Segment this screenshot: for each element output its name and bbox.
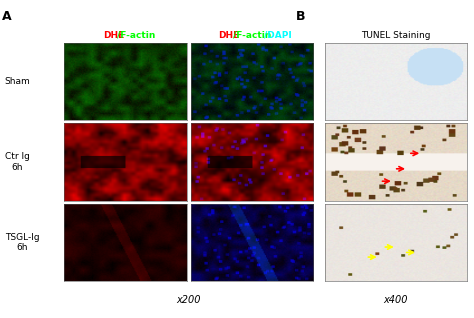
Text: /F-actin: /F-actin <box>117 31 155 40</box>
Text: /DAPI: /DAPI <box>264 31 292 40</box>
Text: TUNEL Staining: TUNEL Staining <box>361 31 431 40</box>
Text: /F-actin: /F-actin <box>233 31 271 40</box>
Text: DHE: DHE <box>219 31 240 40</box>
Text: DHE: DHE <box>103 31 124 40</box>
Text: TSGL-Ig
6h: TSGL-Ig 6h <box>5 233 39 252</box>
Text: B: B <box>296 10 306 23</box>
Text: x200: x200 <box>176 295 201 305</box>
Text: A: A <box>2 10 12 23</box>
Text: Ctr Ig
6h: Ctr Ig 6h <box>5 152 29 172</box>
Text: x400: x400 <box>384 295 408 305</box>
Text: Sham: Sham <box>5 77 30 86</box>
